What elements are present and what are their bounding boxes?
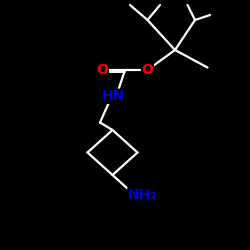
Text: NH₂: NH₂ [128, 188, 157, 202]
Text: O: O [142, 63, 154, 77]
Text: O: O [96, 63, 108, 77]
Text: HN: HN [102, 89, 126, 103]
